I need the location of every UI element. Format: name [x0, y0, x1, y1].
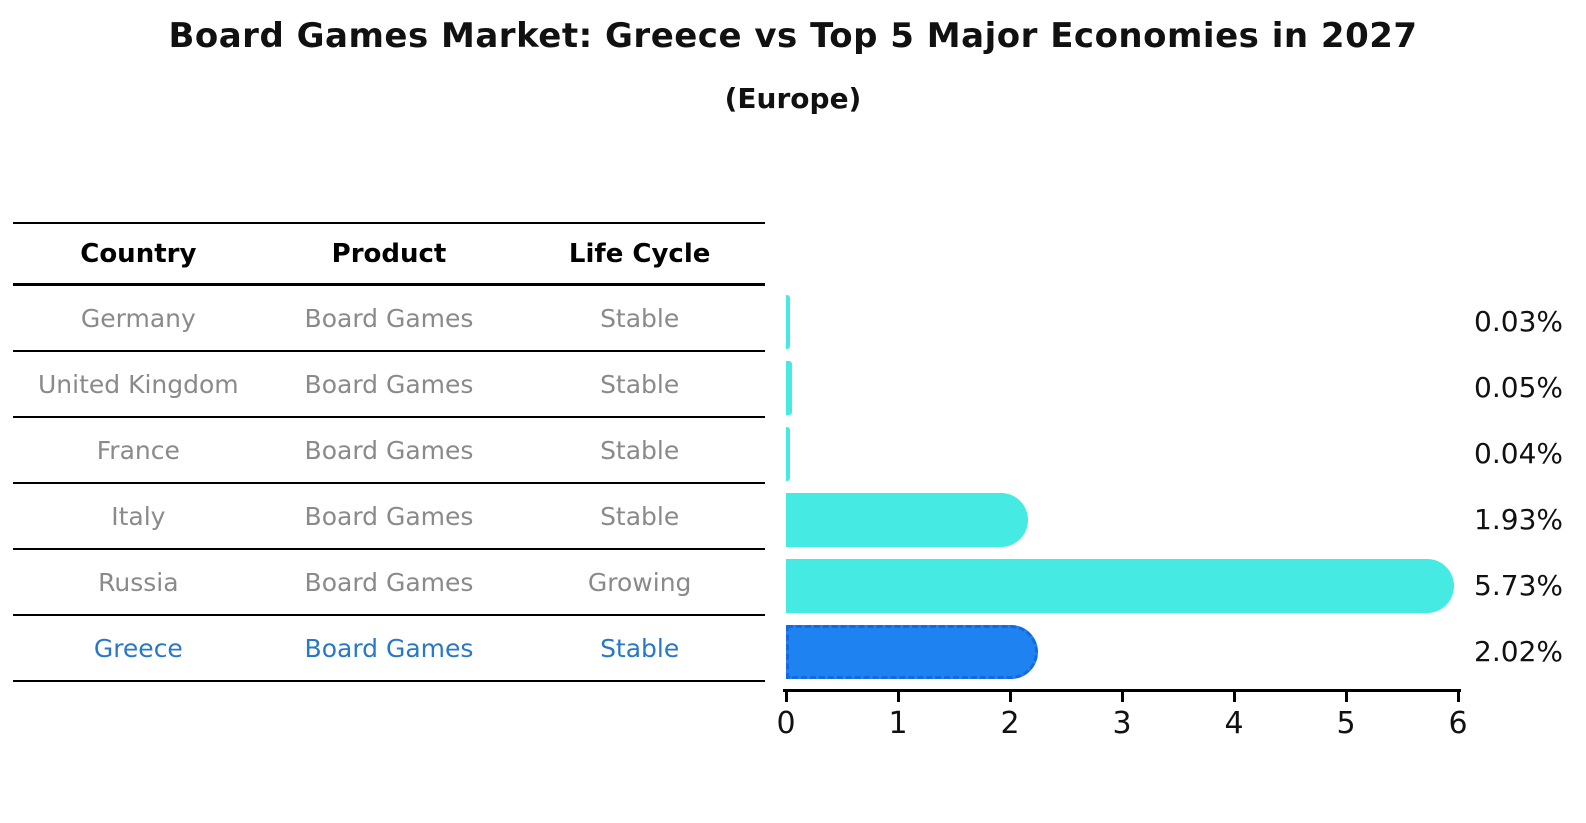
x-tick-5	[1344, 689, 1348, 702]
x-tick-2	[1008, 689, 1012, 702]
chart-title: Board Games Market: Greece vs Top 5 Majo…	[168, 16, 1418, 56]
table-row-russia: Russia Board Games Growing	[13, 550, 765, 616]
table-cell-country: Greece	[93, 633, 183, 663]
table-cell-product: Board Games	[304, 435, 474, 465]
table-cell-country: Italy	[111, 501, 166, 531]
x-tick-label-3: 3	[1112, 706, 1132, 741]
value-label-greece: 2.02%	[1474, 635, 1563, 668]
chart-subtitle: (Europe)	[724, 82, 862, 115]
table-cell-lifecycle: Stable	[600, 501, 680, 531]
value-label-germany: 0.03%	[1474, 305, 1563, 338]
table-body: Germany Board Games Stable United Kingdom Bo…	[13, 286, 765, 682]
bar-germany	[786, 295, 790, 349]
table-cell-product: Board Games	[304, 567, 474, 597]
x-tick-6	[1456, 689, 1460, 702]
table-cell-country: Russia	[98, 567, 179, 597]
x-tick-3	[1120, 689, 1124, 702]
table-row-united-kingdom: United Kingdom Board Games Stable	[13, 352, 765, 418]
x-tick-0	[784, 689, 788, 702]
table-cell-lifecycle: Stable	[600, 369, 680, 399]
x-tick-label-0: 0	[776, 706, 796, 741]
value-label-united-kingdom: 0.05%	[1474, 371, 1563, 404]
table-cell-product: Board Games	[304, 303, 474, 333]
table-cell-lifecycle: Stable	[600, 633, 680, 663]
bar-greece	[786, 625, 1038, 679]
value-label-france: 0.04%	[1474, 437, 1563, 470]
x-tick-4	[1232, 689, 1236, 702]
table-cell-country: Germany	[80, 303, 196, 333]
table-row-italy: Italy Board Games Stable	[13, 484, 765, 550]
x-tick-label-5: 5	[1336, 706, 1356, 741]
x-tick-label-2: 2	[1000, 706, 1020, 741]
table-cell-product: Board Games	[304, 369, 474, 399]
bar-france	[786, 427, 790, 481]
table-row-greece: Greece Board Games Stable	[13, 616, 765, 682]
bar-italy	[786, 493, 1028, 547]
table-header-row: Country Product Life Cycle	[13, 224, 765, 286]
value-label-italy: 1.93%	[1474, 503, 1563, 536]
x-tick-1	[896, 689, 900, 702]
table-cell-product: Board Games	[304, 501, 474, 531]
table-cell-lifecycle: Stable	[600, 303, 680, 333]
table-cell-country: United Kingdom	[37, 369, 239, 399]
table-header-country: Country	[80, 238, 197, 269]
table-header-lifecycle: Life Cycle	[568, 238, 711, 269]
x-tick-label-1: 1	[888, 706, 908, 741]
table-row-france: France Board Games Stable	[13, 418, 765, 484]
x-tick-label-6: 6	[1448, 706, 1468, 741]
bar-united-kingdom	[786, 361, 792, 415]
bar-russia	[786, 559, 1454, 613]
value-label-russia: 5.73%	[1474, 569, 1563, 602]
x-tick-label-4: 4	[1224, 706, 1244, 741]
table-row-germany: Germany Board Games Stable	[13, 286, 765, 352]
table-cell-country: France	[96, 435, 180, 465]
table-cell-lifecycle: Stable	[600, 435, 680, 465]
table-cell-product: Board Games	[304, 633, 474, 663]
country-table: Country Product Life Cycle Germany Board …	[13, 222, 765, 682]
table-cell-lifecycle: Growing	[587, 567, 692, 597]
table-header-product: Product	[331, 238, 447, 269]
